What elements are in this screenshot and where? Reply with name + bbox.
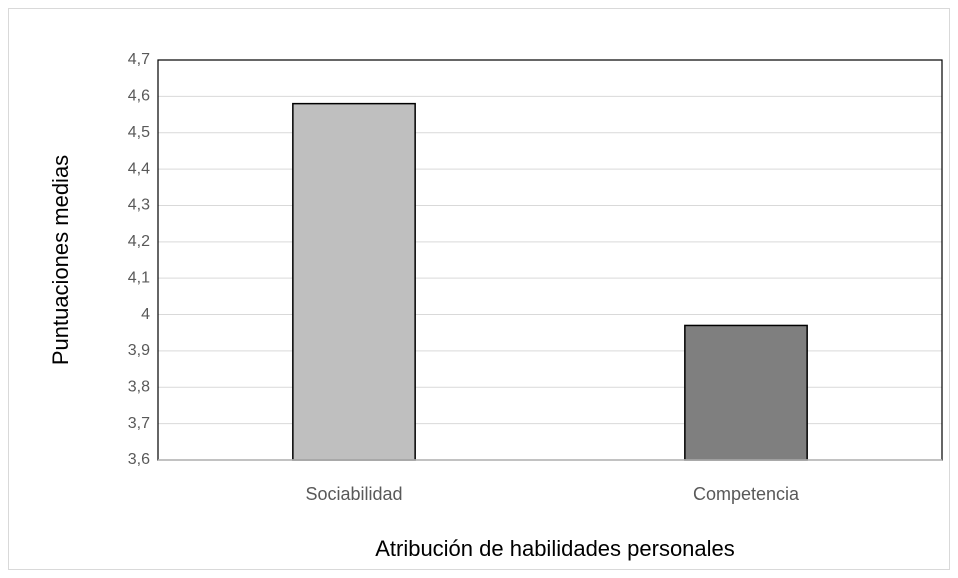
chart-border <box>8 8 950 570</box>
y-tick-label: 4,3 <box>128 197 150 214</box>
y-tick-label: 4,7 <box>128 51 150 68</box>
y-tick-label: 4,6 <box>128 88 150 105</box>
y-tick-label: 4 <box>141 306 150 323</box>
y-tick-label: 4,4 <box>128 160 150 177</box>
y-tick-label: 4,2 <box>128 233 150 250</box>
y-tick-label: 4,5 <box>128 124 150 141</box>
y-tick-label: 3,7 <box>128 415 150 432</box>
y-axis-label: Puntuaciones medias <box>48 155 73 365</box>
y-tick-label: 3,9 <box>128 342 150 359</box>
y-tick-label: 3,6 <box>128 451 150 468</box>
bar <box>292 102 416 461</box>
x-axis-label: Atribución de habilidades personales <box>375 536 735 561</box>
x-tick-label: Competencia <box>693 484 800 504</box>
bar <box>684 324 808 461</box>
x-tick-label: Sociabilidad <box>305 484 402 504</box>
y-tick-label: 4,1 <box>128 269 150 286</box>
y-tick-label: 3,8 <box>128 378 150 395</box>
